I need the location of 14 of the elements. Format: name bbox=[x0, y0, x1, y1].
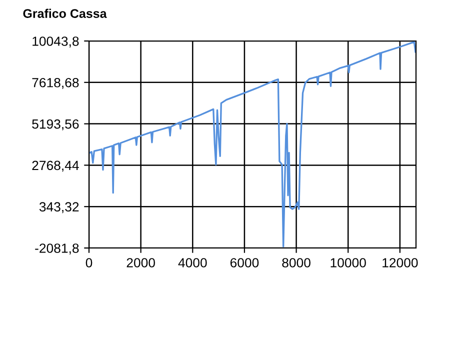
x-tick-label: 4000 bbox=[178, 258, 207, 268]
chart-title: Grafico Cassa bbox=[23, 8, 107, 18]
y-tick-label: 343,32 bbox=[39, 202, 79, 214]
x-tick-label: 12000 bbox=[382, 258, 418, 268]
x-tick-label: 0 bbox=[86, 258, 92, 268]
y-tick-label: 5193,56 bbox=[32, 119, 79, 130]
x-tick-label: 10000 bbox=[330, 258, 366, 268]
y-tick-label: 10043,8 bbox=[32, 36, 79, 48]
x-tick-label: 6000 bbox=[230, 258, 259, 268]
x-tick-label: 2000 bbox=[126, 258, 155, 268]
y-tick-label: 7618,68 bbox=[32, 78, 79, 89]
y-tick-label: 2768,44 bbox=[32, 160, 79, 172]
x-tick-label: 8000 bbox=[282, 258, 310, 268]
y-tick-label: -2081,8 bbox=[35, 244, 79, 254]
